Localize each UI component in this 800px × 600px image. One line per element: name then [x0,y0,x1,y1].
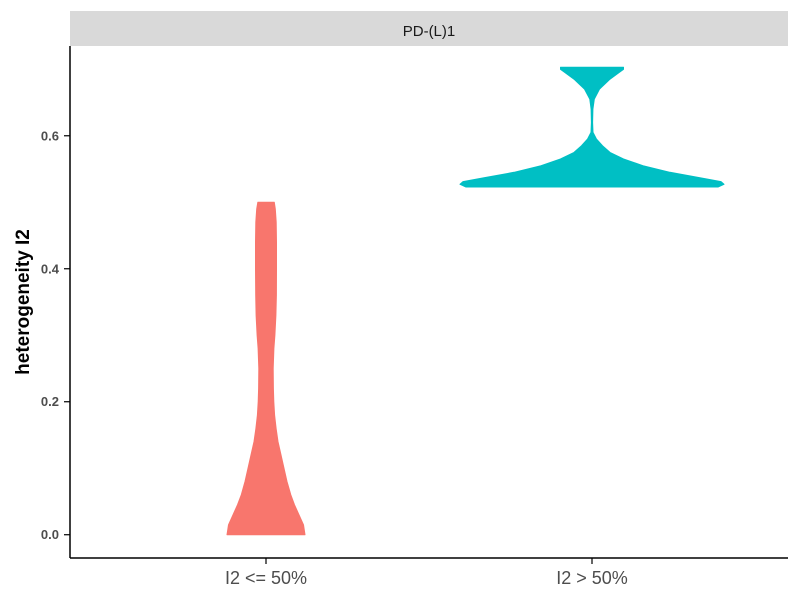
facet-strip-label: PD-(L)1 [403,23,456,40]
x-tick-label: I2 <= 50% [225,568,307,588]
y-axis-title: heterogeneity I2 [13,229,34,375]
x-ticks: I2 <= 50% I2 > 50% [225,558,628,588]
y-tick-label: 0.6 [41,128,59,143]
x-tick-label: I2 > 50% [556,568,628,588]
y-tick-label: 0.4 [41,261,60,276]
y-tick-label: 0.0 [41,527,59,542]
violin-2 [459,66,725,188]
y-tick-label: 0.2 [41,394,59,409]
y-ticks: 0.0 0.2 0.4 0.6 [41,128,70,542]
violin-layer [226,66,725,536]
facet-strip [70,11,788,46]
violin-1 [226,201,306,536]
